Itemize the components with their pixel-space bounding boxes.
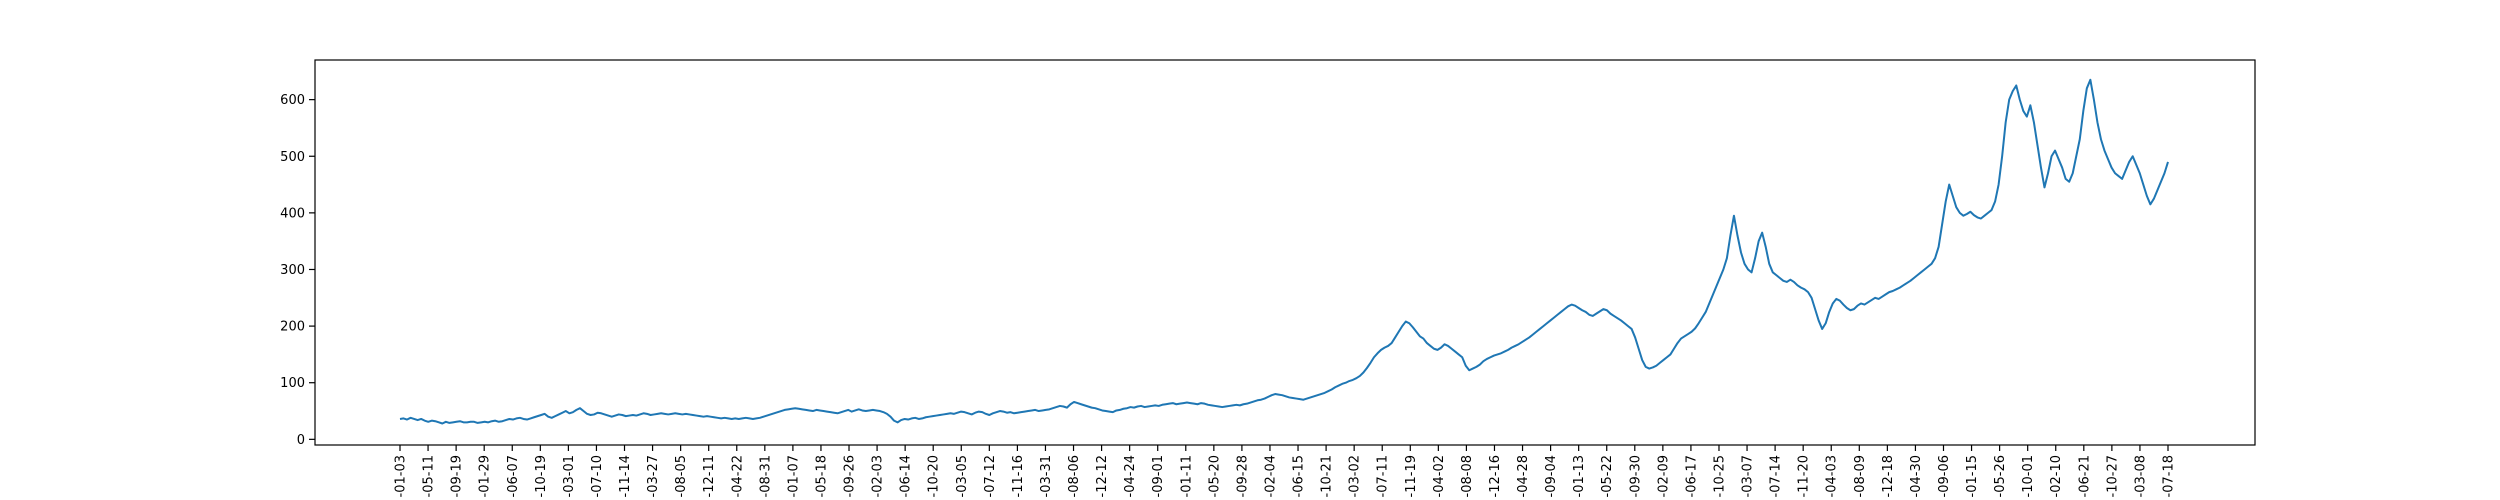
x-tick-label: -08-08 [1460,455,1475,497]
x-tick-label: -06-17 [1684,455,1699,497]
y-tick-label: 200 [280,320,305,335]
x-tick-label: -04-28 [1516,455,1531,497]
x-tick-label: -07-10 [590,455,605,497]
x-tick-label: -03-07 [1741,455,1756,497]
x-tick-label: -04-30 [1909,455,1924,497]
x-tick-label: -05-20 [1207,455,1222,497]
x-tick-label: -02-09 [1656,455,1671,497]
x-tick-label: -09-19 [450,455,465,497]
x-tick-label: -02-04 [1263,455,1278,497]
x-tick-label: -07-14 [1769,455,1784,497]
x-tick-label: -04-03 [1825,455,1840,497]
y-axis: 0 100 200 300 400 500 600 [280,93,315,448]
x-tick-label: -11-16 [1011,455,1026,497]
x-tick-label: -01-15 [1965,455,1980,497]
x-tick-label: -06-07 [506,455,521,497]
x-tick-label: -08-05 [674,455,689,497]
x-tick-label: -09-06 [1937,455,1952,497]
x-tick-label: -03-05 [955,455,970,497]
x-tick-label: -03-08 [2133,455,2148,497]
x-tick-label: -12-18 [1881,455,1896,497]
x-tick-label: -10-19 [534,455,549,497]
x-tick-label: -10-20 [927,455,942,497]
x-tick-label: -05-18 [814,455,829,497]
x-tick-label: -10-25 [1712,455,1727,497]
y-tick-label: 600 [280,93,305,108]
x-tick-label: -07-18 [2162,455,2177,497]
x-tick-label: -06-15 [1292,455,1307,497]
x-tick-label: -06-14 [899,455,914,497]
x-tick-label: -05-22 [1600,455,1615,497]
x-tick-label: -12-16 [1488,455,1503,497]
x-tick-label: -10-21 [1320,455,1335,497]
x-tick-label: -08-06 [1067,455,1082,497]
x-tick-label: -01-03 [394,455,409,497]
x-tick-label: -09-04 [1544,455,1559,497]
x-tick-label: -03-02 [1348,455,1363,497]
y-tick-label: 0 [297,433,305,448]
x-tick-label: -02-10 [2049,455,2064,497]
x-tick-label: -10-27 [2105,455,2120,497]
x-tick-label: -05-11 [422,455,437,497]
x-tick-label: -11-20 [1797,455,1812,497]
x-tick-label: -12-11 [702,455,717,497]
x-tick-label: -01-13 [1572,455,1587,497]
y-tick-label: 500 [280,150,305,165]
x-tick-label: -01-07 [786,455,801,497]
plot-frame [314,59,2256,446]
y-tick-label: 100 [280,376,305,391]
x-tick-label: -09-28 [1235,455,1250,497]
x-tick-label: -07-12 [983,455,998,497]
x-tick-label: -12-12 [1095,455,1110,497]
x-tick-label: -04-24 [1123,455,1138,497]
x-tick-label: -02-03 [871,455,886,497]
y-tick-label: 300 [280,263,305,278]
x-tick-label: -11-14 [618,455,633,497]
x-tick-label: -09-30 [1628,455,1643,497]
x-tick-label: -09-01 [1151,455,1166,497]
x-tick-label: -04-22 [730,455,745,497]
x-tick-label: -11-19 [1404,455,1419,497]
x-tick-label: -03-27 [646,455,661,497]
x-tick-label: -01-29 [478,455,493,497]
x-tick-label: -04-02 [1432,455,1447,497]
x-tick-label: -08-31 [758,455,773,497]
x-tick-label: -05-26 [1993,455,2008,497]
x-tick-label: -10-01 [2021,455,2036,497]
x-tick-label: -07-11 [1376,455,1391,497]
x-tick-label: -03-31 [1039,455,1054,497]
x-tick-label: -01-11 [1179,455,1194,497]
x-tick-label: -09-26 [843,455,858,497]
x-axis: -01-03 -05-11 -09-19 -01-29 -06-07 -10-19 -03-… [394,445,2177,497]
series-line [399,78,2169,425]
x-tick-label: -03-01 [562,455,577,497]
x-tick-label: -06-21 [2077,455,2092,497]
y-tick-label: 400 [280,206,305,221]
x-tick-label: -08-09 [1853,455,1868,497]
